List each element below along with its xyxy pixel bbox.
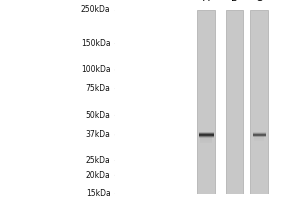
Text: 100kDa: 100kDa [81, 65, 110, 74]
Bar [253, 135, 266, 137]
Bar [199, 136, 214, 138]
Bar [199, 134, 214, 136]
Text: B: B [231, 0, 238, 3]
Bar [254, 139, 265, 140]
Bar [200, 139, 212, 140]
Text: 37kDa: 37kDa [85, 130, 110, 139]
Bar [200, 142, 212, 143]
Bar [200, 141, 212, 142]
Bar [254, 138, 265, 139]
Bar [199, 132, 214, 134]
Bar [254, 135, 265, 136]
Bar [250, 10, 268, 194]
Bar [199, 133, 214, 135]
Bar [254, 136, 265, 138]
Text: 25kDa: 25kDa [86, 156, 110, 165]
Text: 20kDa: 20kDa [86, 171, 110, 180]
Text: 15kDa: 15kDa [86, 190, 110, 198]
Bar [226, 10, 243, 194]
Text: 75kDa: 75kDa [85, 84, 110, 93]
Bar [199, 135, 214, 137]
Bar [200, 136, 212, 137]
Bar [197, 10, 215, 194]
Bar [200, 138, 212, 139]
Bar [200, 140, 212, 141]
Bar [253, 133, 266, 135]
Bar [200, 135, 212, 136]
Bar [253, 134, 266, 136]
Bar [253, 132, 266, 134]
Bar [200, 137, 212, 138]
Text: A: A [203, 0, 209, 3]
Bar [254, 140, 265, 141]
Text: 150kDa: 150kDa [81, 39, 110, 48]
Text: 50kDa: 50kDa [85, 111, 110, 120]
Text: 250kDa: 250kDa [81, 5, 110, 15]
Text: C: C [256, 0, 262, 3]
